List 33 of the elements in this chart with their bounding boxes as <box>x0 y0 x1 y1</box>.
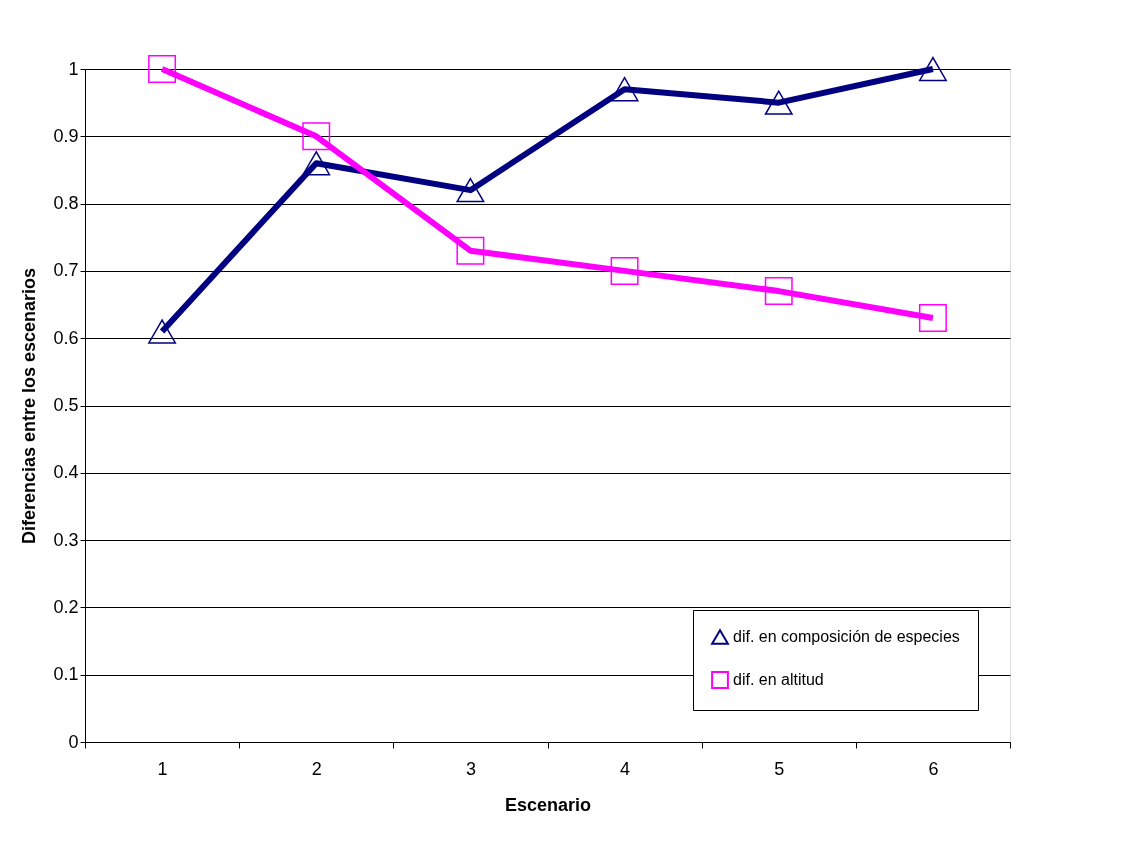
y-tick-label: 0 <box>68 731 79 752</box>
y-tick-label: 0.2 <box>53 596 79 617</box>
point <box>610 76 639 102</box>
y-tick-label: 0.6 <box>53 327 79 348</box>
legend-label: dif. en altitud <box>733 671 824 688</box>
y-tick-label: 0.9 <box>53 125 79 146</box>
x-tick-label: 6 <box>928 758 939 779</box>
x-tick-label: 5 <box>774 758 785 779</box>
x-axis-title: Escenario <box>504 794 592 815</box>
y-axis-title: Diferencias entre los escenarios <box>19 267 40 545</box>
point <box>456 236 485 265</box>
x-tick-label: 1 <box>157 758 168 779</box>
x-tick-label: 2 <box>311 758 322 779</box>
point <box>148 319 177 344</box>
legend-label: dif. en composición de especies <box>733 628 960 645</box>
point <box>918 56 947 82</box>
y-tick-label: 0.7 <box>53 260 79 281</box>
y-tick-label: 0.4 <box>53 462 79 483</box>
y-tick-label: 0.5 <box>53 395 79 415</box>
x-tick-label: 3 <box>465 758 476 779</box>
x-tick-label: 4 <box>620 758 631 779</box>
point <box>610 256 639 285</box>
y-tick-label: 0.3 <box>53 529 79 550</box>
point <box>148 55 177 83</box>
point <box>918 304 947 332</box>
y-tick-label: 0.1 <box>53 664 79 685</box>
y-tick-label: 0.8 <box>53 193 79 214</box>
y-tick-label: 1 <box>68 58 79 79</box>
point <box>302 122 331 151</box>
point <box>764 277 793 306</box>
point <box>764 90 793 115</box>
point <box>302 151 331 176</box>
point <box>456 177 485 203</box>
